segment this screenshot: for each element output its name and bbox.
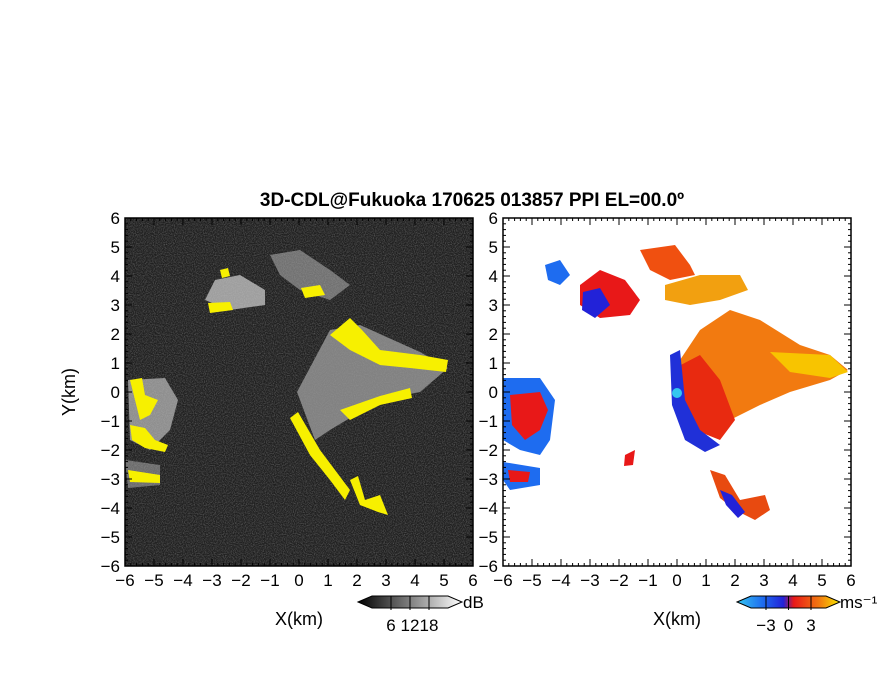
velocity-x-axis-label: X(km) — [653, 609, 701, 629]
reflectivity-x-axis-label: X(km) — [275, 609, 323, 629]
reflectivity-panel: −6 −5 −4 −3 −2 −1 0 1 2 3 4 5 6 6543210−1−2−3−4−5−6 … — [59, 209, 478, 629]
y-tick-label: −5 — [479, 528, 498, 547]
x-tick-label: 6 — [468, 571, 477, 590]
x-tick-label: −3 — [202, 571, 221, 590]
colorbar-tick-label: 0 — [784, 616, 793, 635]
colorbar-tick-label: 3 — [806, 616, 815, 635]
colorbar-tick-label: 6 — [386, 616, 395, 635]
x-tick-label: 5 — [817, 571, 826, 590]
x-tick-label: 3 — [381, 571, 390, 590]
y-tick-label: −3 — [479, 470, 498, 489]
y-tick-label: 3 — [111, 296, 120, 315]
y-tick-label: −4 — [479, 499, 498, 518]
y-tick-label: −1 — [479, 412, 498, 431]
x-tick-label: −4 — [551, 571, 570, 590]
figure-title: 3D-CDL@Fukuoka 170625 013857 PPI EL=00.0… — [260, 190, 684, 211]
y-tick-label: −3 — [101, 470, 120, 489]
echo-left-lower-red — [508, 470, 530, 482]
colorbar-tick-label: 12 — [401, 616, 420, 635]
velocity-colorbar: ms⁻¹ −3 0 3 — [735, 593, 878, 635]
reflectivity-colorbar-ticks: 6 12 18 — [386, 596, 438, 635]
y-tick-label: 0 — [111, 383, 120, 402]
y-tick-label: 6 — [489, 209, 498, 228]
reflectivity-colorbar: dB 6 12 18 — [356, 593, 484, 635]
echo-gray-upper — [205, 275, 265, 310]
y-tick-label: −1 — [101, 412, 120, 431]
x-tick-label: −4 — [173, 571, 192, 590]
y-tick-label: −6 — [101, 557, 120, 576]
echo-lower-tail-blue — [720, 490, 745, 518]
x-tick-label: −5 — [144, 571, 163, 590]
echo-orange-top — [665, 275, 748, 305]
echo-gray-top — [270, 250, 350, 300]
y-tick-label: 2 — [111, 325, 120, 344]
x-tick-label: 4 — [410, 571, 419, 590]
x-tick-label: 2 — [730, 571, 739, 590]
x-tick-label: 0 — [294, 571, 303, 590]
y-tick-label: 5 — [489, 238, 498, 257]
echo-cyan-dot — [672, 388, 682, 398]
y-tick-label: 6 — [111, 209, 120, 228]
y-tick-label: 4 — [489, 267, 498, 286]
y-tick-label: 2 — [489, 325, 498, 344]
x-tick-label: 3 — [759, 571, 768, 590]
echo-blue-cluster — [582, 288, 610, 318]
x-tick-label: 5 — [439, 571, 448, 590]
y-tick-label: 1 — [111, 354, 120, 373]
velocity-ticks — [502, 217, 852, 567]
x-tick-label: −6 — [493, 571, 512, 590]
reflectivity-echoes — [125, 250, 448, 515]
echo-small-red — [624, 450, 635, 466]
echo-blue-edge — [670, 350, 720, 452]
velocity-colorbar-ticks: −3 0 3 — [756, 596, 816, 635]
echo-yellow-contours — [128, 268, 448, 515]
x-tick-label: −2 — [609, 571, 628, 590]
x-tick-label: −1 — [260, 571, 279, 590]
echo-cyan-upper — [545, 260, 570, 285]
reflectivity-y-axis-label: Y(km) — [59, 368, 79, 416]
x-tick-label: 1 — [323, 571, 332, 590]
x-tick-label: 4 — [788, 571, 797, 590]
y-tick-label: 1 — [489, 354, 498, 373]
y-tick-label: 4 — [111, 267, 120, 286]
colorbar-tick-label: −3 — [756, 616, 775, 635]
reflectivity-colorbar-unit: dB — [463, 593, 484, 612]
echo-lower-tail — [710, 470, 770, 520]
colorbar-tick-label: 18 — [420, 616, 439, 635]
echo-orange-plume — [640, 245, 695, 280]
y-tick-label: −4 — [101, 499, 120, 518]
x-tick-label: −2 — [231, 571, 250, 590]
y-tick-label: 3 — [489, 296, 498, 315]
x-tick-label: −6 — [115, 571, 134, 590]
reflectivity-x-tick-labels: −6 −5 −4 −3 −2 −1 0 1 2 3 4 5 6 — [115, 571, 477, 590]
y-tick-label: 0 — [489, 383, 498, 402]
echo-gray-fan — [297, 325, 448, 440]
reflectivity-y-tick-labels: 6 5 4 3 2 1 0 −1 −2 −3 −4 −5 −6 — [101, 209, 120, 576]
y-tick-label: −2 — [101, 441, 120, 460]
velocity-x-tick-labels: −6 −5 −4 −3 −2 −1 0 1 2 3 4 5 6 — [493, 571, 855, 590]
y-tick-label: 5 — [111, 238, 120, 257]
x-tick-label: 0 — [672, 571, 681, 590]
velocity-colorbar-unit: ms⁻¹ — [840, 593, 878, 612]
x-tick-label: −1 — [638, 571, 657, 590]
echo-yellow-tip — [770, 352, 848, 378]
y-tick-label: −6 — [479, 557, 498, 576]
x-tick-label: −5 — [522, 571, 541, 590]
velocity-echoes — [503, 245, 848, 520]
velocity-y-tick-labels: 6 5 4 3 2 1 0 −1 −2 −3 −4 −5 −6 — [479, 209, 498, 576]
echo-left-red — [510, 392, 548, 440]
x-tick-label: −3 — [580, 571, 599, 590]
x-tick-label: 1 — [701, 571, 710, 590]
reflectivity-ticks — [124, 217, 474, 567]
y-tick-label: −5 — [101, 528, 120, 547]
x-tick-label: 2 — [352, 571, 361, 590]
y-tick-label: −2 — [479, 441, 498, 460]
x-tick-label: 6 — [846, 571, 855, 590]
velocity-panel: −6 −5 −4 −3 −2 −1 0 1 2 3 4 5 6 6543210−1−2−3−4−5−6 … — [479, 209, 856, 629]
